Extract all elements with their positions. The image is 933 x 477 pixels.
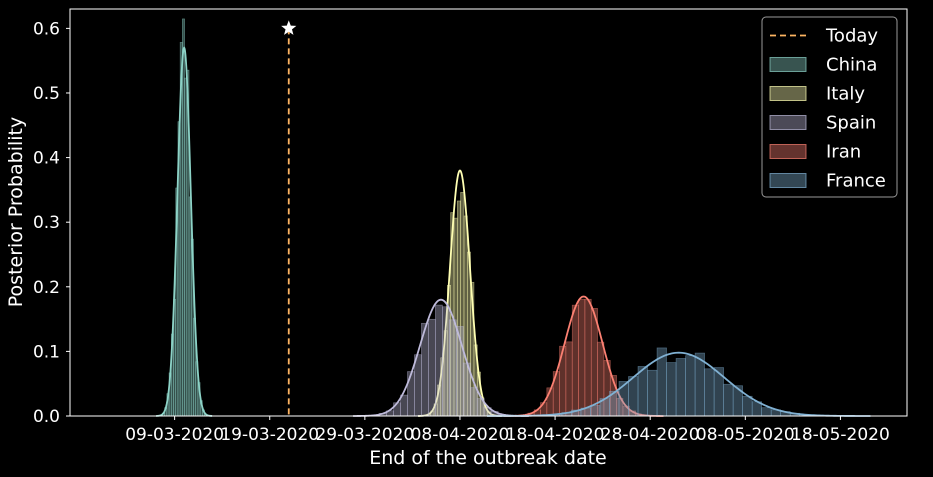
bar-spain [442, 306, 450, 417]
legend-label-china: China [826, 55, 877, 76]
kde-line-china [156, 46, 213, 417]
legend-swatch-iran [769, 144, 807, 159]
bar-france [618, 381, 629, 417]
bar-france [723, 383, 734, 417]
legend-label-spain: Spain [826, 113, 876, 134]
x-tick-label: 19-03-2020 [220, 425, 319, 445]
bar-france [590, 405, 601, 417]
legend: Today China Italy Spain Iran France [761, 16, 898, 198]
y-tick-label: 0.0 [33, 407, 60, 427]
y-tick-label: 0.3 [33, 213, 60, 233]
bar-spain [469, 387, 478, 417]
legend-label-italy: Italy [826, 84, 865, 105]
y-tick-label: 0.1 [33, 342, 60, 362]
bar-china [182, 18, 185, 417]
bar-france [666, 362, 677, 417]
kde-line-france [486, 351, 871, 417]
bar-iran [584, 298, 592, 417]
series-france [486, 347, 871, 417]
kde-line-spain [353, 298, 529, 417]
plot-frame [69, 8, 908, 417]
bar-france [694, 352, 705, 417]
bar-france [742, 395, 753, 417]
bar-iran [565, 341, 573, 417]
bar-france [637, 366, 648, 417]
y-tick-label: 0.2 [33, 278, 60, 298]
kde-line-iran [503, 295, 664, 417]
x-tick-label: 08-05-2020 [696, 425, 795, 445]
bar-france [704, 368, 715, 417]
legend-swatch-france [769, 173, 807, 188]
x-tick-label: 18-04-2020 [506, 425, 605, 445]
legend-label-today: Today [825, 26, 878, 47]
bar-france [761, 407, 772, 417]
bar-spain [414, 354, 422, 417]
bar-iran [571, 304, 579, 417]
x-tick-label: 08-04-2020 [411, 425, 510, 445]
legend-label-france: France [826, 171, 886, 192]
y-tick-label: 0.6 [33, 19, 60, 39]
bar-china [184, 77, 188, 417]
legend-swatch-italy [769, 86, 807, 101]
bar-iran [578, 298, 586, 417]
y-tick-label: 0.5 [33, 84, 60, 104]
bar-france [647, 369, 658, 417]
legend-swatch-china [769, 57, 807, 72]
legend-swatch-spain [769, 115, 807, 130]
bar-spain [449, 319, 457, 417]
bar-france [685, 355, 696, 417]
x-axis-label: End of the outbreak date [369, 447, 607, 469]
bar-china [188, 196, 192, 417]
x-tick-label: 09-03-2020 [125, 425, 224, 445]
y-tick-label: 0.4 [33, 149, 60, 169]
x-axis: 09-03-202019-03-202029-03-202008-04-2020… [125, 416, 890, 445]
x-tick-label: 29-03-2020 [315, 425, 414, 445]
bar-spain [400, 394, 408, 417]
x-tick-label: 18-05-2020 [791, 425, 890, 445]
kde-line-italy [418, 169, 502, 417]
legend-label-iran: Iran [826, 142, 861, 163]
bar-france [628, 376, 639, 417]
x-tick-label: 28-04-2020 [601, 425, 700, 445]
bar-spain [435, 304, 443, 417]
y-axis: 0.0 0.1 0.2 0.3 0.4 0.5 0.6 [33, 19, 70, 427]
legend-box [761, 16, 898, 198]
bar-spain [407, 371, 415, 417]
bar-spain [428, 318, 436, 417]
today-star-marker [281, 20, 297, 35]
y-axis-label: Posterior Probability [5, 117, 27, 307]
bar-france [675, 358, 686, 417]
today-layer [281, 20, 297, 416]
